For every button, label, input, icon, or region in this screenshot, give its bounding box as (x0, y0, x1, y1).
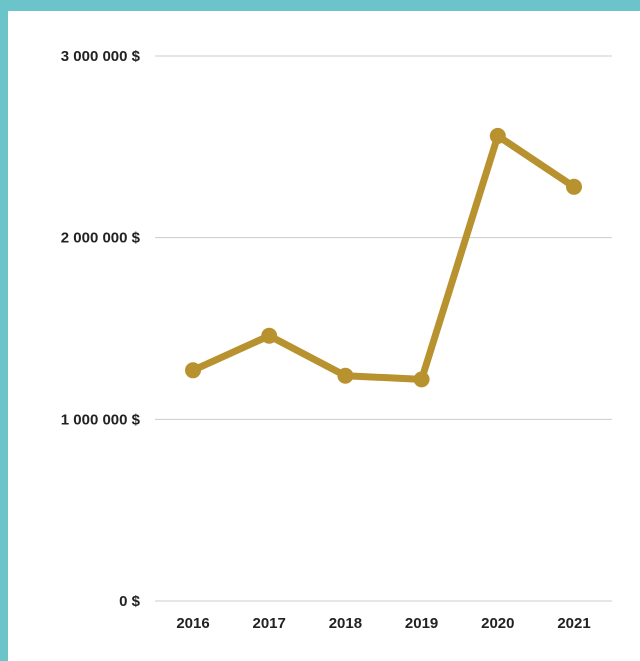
data-point-2020[interactable] (489, 127, 506, 144)
data-point-2021[interactable] (566, 178, 582, 195)
x-tick-label: 2017 (253, 615, 286, 632)
series-revenue (185, 127, 582, 388)
x-tick-label: 2016 (176, 615, 209, 632)
x-tick-label: 2018 (329, 615, 362, 632)
x-axis-tick-labels: 2016 2017 2018 2019 2020 2021 (176, 615, 590, 632)
data-point-2019[interactable] (413, 371, 430, 388)
data-point-2018[interactable] (337, 367, 354, 384)
data-point-2016[interactable] (185, 362, 201, 379)
x-tick-label: 2020 (481, 615, 514, 632)
y-tick-label: 2 000 000 $ (61, 230, 141, 247)
x-tick-label: 2021 (557, 615, 590, 632)
x-tick-label: 2019 (405, 615, 438, 632)
data-point-2017[interactable] (261, 327, 278, 344)
y-tick-label: 0 $ (119, 593, 141, 610)
gridlines (155, 55, 612, 602)
y-tick-label: 1 000 000 $ (61, 411, 141, 428)
series-line (189, 132, 578, 383)
y-tick-label: 3 000 000 $ (61, 48, 141, 65)
y-axis-tick-labels: 0 $ 1 000 000 $ 2 000 000 $ 3 000 000 $ (61, 48, 141, 610)
